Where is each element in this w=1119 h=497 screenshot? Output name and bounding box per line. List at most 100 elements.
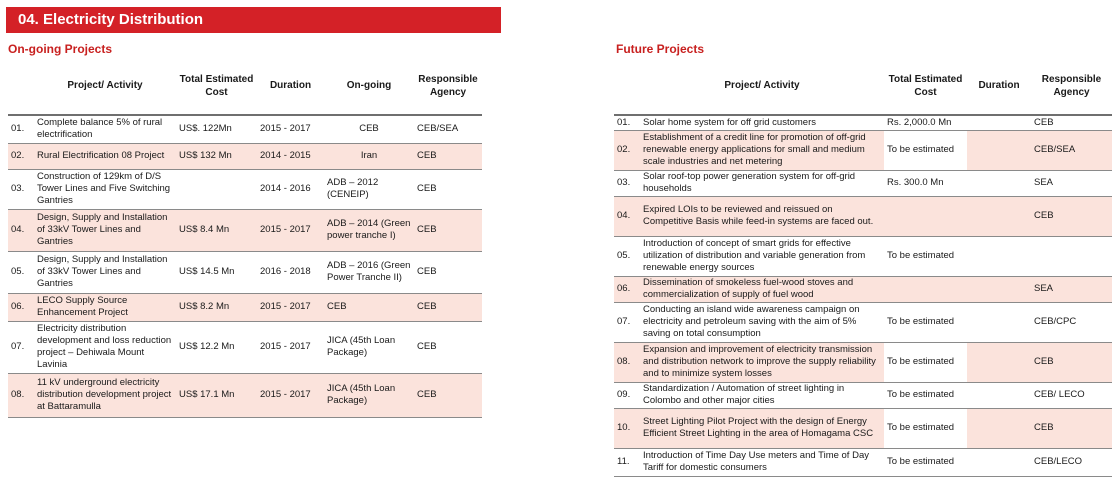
cell-activity: Standardization / Automation of street l…: [643, 383, 845, 406]
cell-cost: To be estimated: [887, 316, 955, 327]
cell-activity: Expired LOIs to be reviewed and reissued…: [640, 196, 884, 236]
cell-ongoing: Iran: [324, 143, 414, 169]
cell-ongoing: ADB – 2016 (Green Power Tranche II): [327, 260, 411, 283]
cell-cost: [884, 196, 967, 236]
cell-cost: Rs. 300.0 Mn: [887, 177, 944, 188]
table-row: 06. LECO Supply Source Enhancement Projec…: [8, 293, 482, 321]
cell-duration: [967, 448, 1031, 476]
cell-activity: Complete balance 5% of rural electrifica…: [37, 117, 163, 141]
cell-cost: US$ 8.2 Mn: [176, 293, 257, 321]
cell-no: 07.: [617, 316, 631, 327]
table-row: 11. Introduction of Time Day Use meters a…: [614, 448, 1112, 476]
table-row: 02. Rural Electrification 08 Project US$ 1…: [8, 143, 482, 169]
cell-no: 02.: [8, 143, 34, 169]
cell-activity: Dissemination of smokeless fuel-wood sto…: [640, 276, 884, 302]
table-row: 07. Electricity distribution development …: [8, 321, 482, 373]
cell-agency: SEA: [1031, 276, 1112, 302]
cell-duration: [967, 302, 1031, 342]
cell-activity: Street Lighting Pilot Project with the d…: [640, 408, 884, 448]
cell-duration: 2015 - 2017: [260, 123, 311, 135]
header-activity: Project/ Activity: [640, 57, 884, 116]
cell-duration: 2014 - 2015: [257, 143, 324, 169]
cell-activity: Expansion and improvement of electricity…: [640, 342, 884, 382]
cell-activity: Solar home system for off grid customers: [643, 116, 816, 128]
cell-no: 01.: [11, 123, 25, 135]
table-row: 05. Design, Supply and Installation of 33…: [8, 251, 482, 293]
cell-activity: Introduction of Time Day Use meters and …: [643, 450, 869, 473]
section-banner: 04. Electricity Distribution: [6, 7, 501, 33]
ongoing-title: On-going Projects: [8, 42, 113, 56]
cell-cost: To be estimated: [887, 422, 955, 433]
header-duration: Duration: [257, 57, 324, 116]
cell-agency: CEB: [414, 373, 482, 417]
cell-duration: [967, 382, 1031, 408]
cell-cost: [884, 276, 967, 302]
cell-no: 09.: [617, 389, 631, 400]
cell-agency: CEB: [417, 183, 437, 194]
header-cost: Total Estimated Cost: [884, 57, 967, 116]
table-row: 04. Expired LOIs to be reviewed and reiss…: [614, 196, 1112, 236]
table-row: 09. Standardization / Automation of stree…: [614, 382, 1112, 408]
header-duration: Duration: [967, 57, 1031, 116]
cell-cost: US$ 17.1 Mn: [176, 373, 257, 417]
cell-cost: US$. 122Mn: [179, 123, 232, 135]
cell-no: 08.: [614, 342, 640, 382]
ongoing-projects-table: Project/ Activity Total Estimated Cost D…: [8, 57, 482, 418]
cell-duration: 2015 - 2017: [257, 293, 324, 321]
cell-duration: [967, 408, 1031, 448]
cell-duration: 2015 - 2017: [257, 209, 324, 251]
table-row: 03. Solar roof-top power generation syste…: [614, 170, 1112, 196]
cell-agency: CEB: [414, 143, 482, 169]
cell-duration: 2015 - 2017: [257, 373, 324, 417]
header-cost: Total Estimated Cost: [176, 57, 257, 116]
cell-no: 05.: [617, 250, 631, 261]
table-row: 06. Dissemination of smokeless fuel-wood …: [614, 276, 1112, 302]
cell-agency: CEB: [414, 293, 482, 321]
table-row: 05. Introduction of concept of smart grid…: [614, 236, 1112, 276]
header-activity: Project/ Activity: [34, 57, 176, 116]
cell-no: 06.: [614, 276, 640, 302]
cell-duration: [967, 130, 1031, 170]
cell-agency: CEB: [1031, 342, 1112, 382]
cell-duration: [967, 236, 1031, 276]
cell-no: 05.: [11, 266, 25, 277]
cell-agency: [1031, 236, 1112, 276]
cell-agency: CEB: [417, 266, 437, 277]
cell-ongoing: JICA (45th Loan Package): [327, 335, 396, 358]
future-projects-table: Project/ Activity Total Estimated Cost D…: [614, 57, 1112, 477]
cell-activity: Solar roof-top power generation system f…: [643, 171, 856, 194]
table-row: 10. Street Lighting Pilot Project with th…: [614, 408, 1112, 448]
cell-agency: CEB/SEA: [417, 123, 459, 135]
cell-duration: [967, 196, 1031, 236]
cell-activity: Electricity distribution development and…: [37, 323, 172, 370]
cell-agency: CEB: [1031, 196, 1112, 236]
cell-agency: CEB: [414, 209, 482, 251]
cell-no: 10.: [614, 408, 640, 448]
cell-activity: Construction of 129km of D/S Tower Lines…: [37, 171, 171, 206]
header-no: [8, 57, 34, 116]
cell-no: 03.: [11, 183, 25, 194]
table-row: 08. 11 kV underground electricity distrib…: [8, 373, 482, 417]
cell-cost: US$ 132 Mn: [176, 143, 257, 169]
table-row: 04. Design, Supply and Installation of 33…: [8, 209, 482, 251]
cell-duration: 2016 - 2018: [260, 266, 311, 277]
cell-activity: 11 kV underground electricity distributi…: [34, 373, 176, 417]
table-row: 02. Establishment of a credit line for pr…: [614, 130, 1112, 170]
future-title: Future Projects: [616, 42, 705, 56]
cell-agency: CEB: [1031, 408, 1112, 448]
table-row: 08. Expansion and improvement of electric…: [614, 342, 1112, 382]
cell-activity: Conducting an island wide awareness camp…: [643, 304, 860, 339]
cell-agency: CEB: [1034, 116, 1054, 128]
cell-no: 08.: [8, 373, 34, 417]
cell-activity: Design, Supply and Installation of 33kV …: [34, 209, 176, 251]
cell-duration: [967, 170, 1031, 196]
header-agency: Responsible Agency: [414, 57, 482, 116]
cell-ongoing: ADB – 2014 (Green power tranche I): [324, 209, 414, 251]
cell-agency: CEB: [417, 341, 437, 352]
cell-cost: To be estimated: [887, 389, 955, 400]
cell-cost: US$ 14.5 Mn: [179, 266, 235, 277]
cell-cost: To be estimated: [887, 456, 955, 467]
cell-cost: Rs. 2,000.0 Mn: [887, 116, 952, 128]
cell-cost: To be estimated: [887, 356, 955, 367]
table-row: 07. Conducting an island wide awareness c…: [614, 302, 1112, 342]
